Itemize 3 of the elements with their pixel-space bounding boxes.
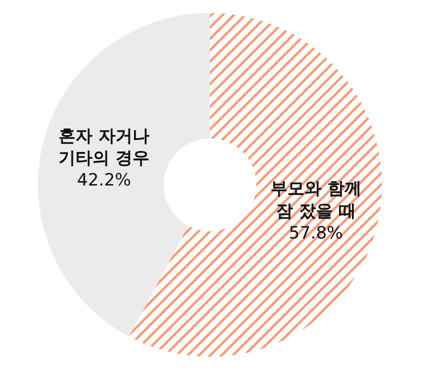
donut-slice (38, 12, 210, 337)
slice-label: 혼자 자거나 기타의 경우 (58, 126, 150, 168)
data-label: 42.2% (77, 170, 132, 190)
